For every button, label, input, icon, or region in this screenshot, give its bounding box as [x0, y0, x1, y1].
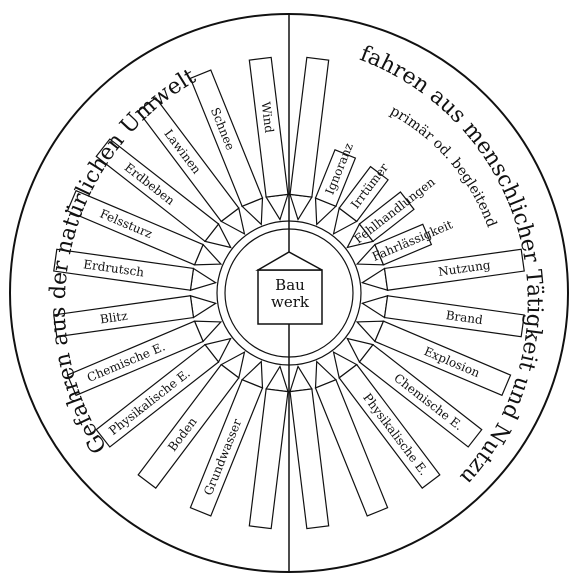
left-ray-6-label: Blitz: [99, 309, 128, 327]
building-roof: [255, 251, 323, 271]
inner-ring-outer: [216, 220, 362, 366]
left-ray-11-box: [248, 388, 289, 530]
right-ray-5-arrow-tip: [360, 267, 389, 292]
left-ray-0-arrow-tip: [265, 193, 289, 221]
left-ray-2-box: [137, 97, 240, 223]
left-ray-1-box: [189, 69, 264, 208]
left-ray-3-box: [95, 138, 220, 243]
left-ray-0-box: [248, 56, 289, 198]
inner-ring-inner: [224, 228, 354, 358]
right-ray-2-box: [338, 165, 389, 223]
right-ray-5-box: [383, 248, 525, 291]
left-ray-3-label: Erdbeben: [122, 160, 178, 208]
right-ray-10-box: [314, 378, 389, 517]
right-ray-1-box: [314, 149, 357, 208]
right-ray-8-label: Chemische E.: [391, 371, 465, 433]
left-ray-5-box: [53, 248, 195, 291]
right-ray-3-box: [358, 191, 415, 243]
center-label-line2: werk: [271, 293, 310, 311]
right-ray-7-box: [374, 320, 512, 397]
left-ray-6-box: [53, 295, 195, 338]
right-ray-8-box: [358, 343, 483, 448]
right-ray-6-label: Brand: [445, 308, 484, 327]
right-ray-0-arrow-tip: [289, 193, 313, 221]
left-ray-4-box: [66, 189, 204, 266]
right-ray-4-box: [374, 223, 433, 266]
left-ray-9-box: [137, 363, 240, 489]
right-ray-6-arrow-tip: [360, 294, 389, 319]
left-ray-7-box: [66, 320, 204, 397]
left-ray-6-arrow-tip: [189, 294, 218, 319]
left-ray-5-arrow-tip: [189, 267, 218, 292]
left-ray-10-box: [189, 378, 264, 517]
right-ray-11-box: [289, 388, 330, 530]
right-ray-0-box: [289, 56, 330, 198]
left-ray-8-box: [95, 343, 220, 448]
right-ray-11-arrow-tip: [289, 365, 313, 393]
right-ray-6-box: [383, 295, 525, 338]
center-label-line1: Bau: [275, 276, 305, 294]
left-ray-11-arrow-tip: [265, 365, 289, 393]
right-ray-9-box: [338, 363, 441, 489]
left-ray-0-label: Wind: [259, 101, 277, 134]
